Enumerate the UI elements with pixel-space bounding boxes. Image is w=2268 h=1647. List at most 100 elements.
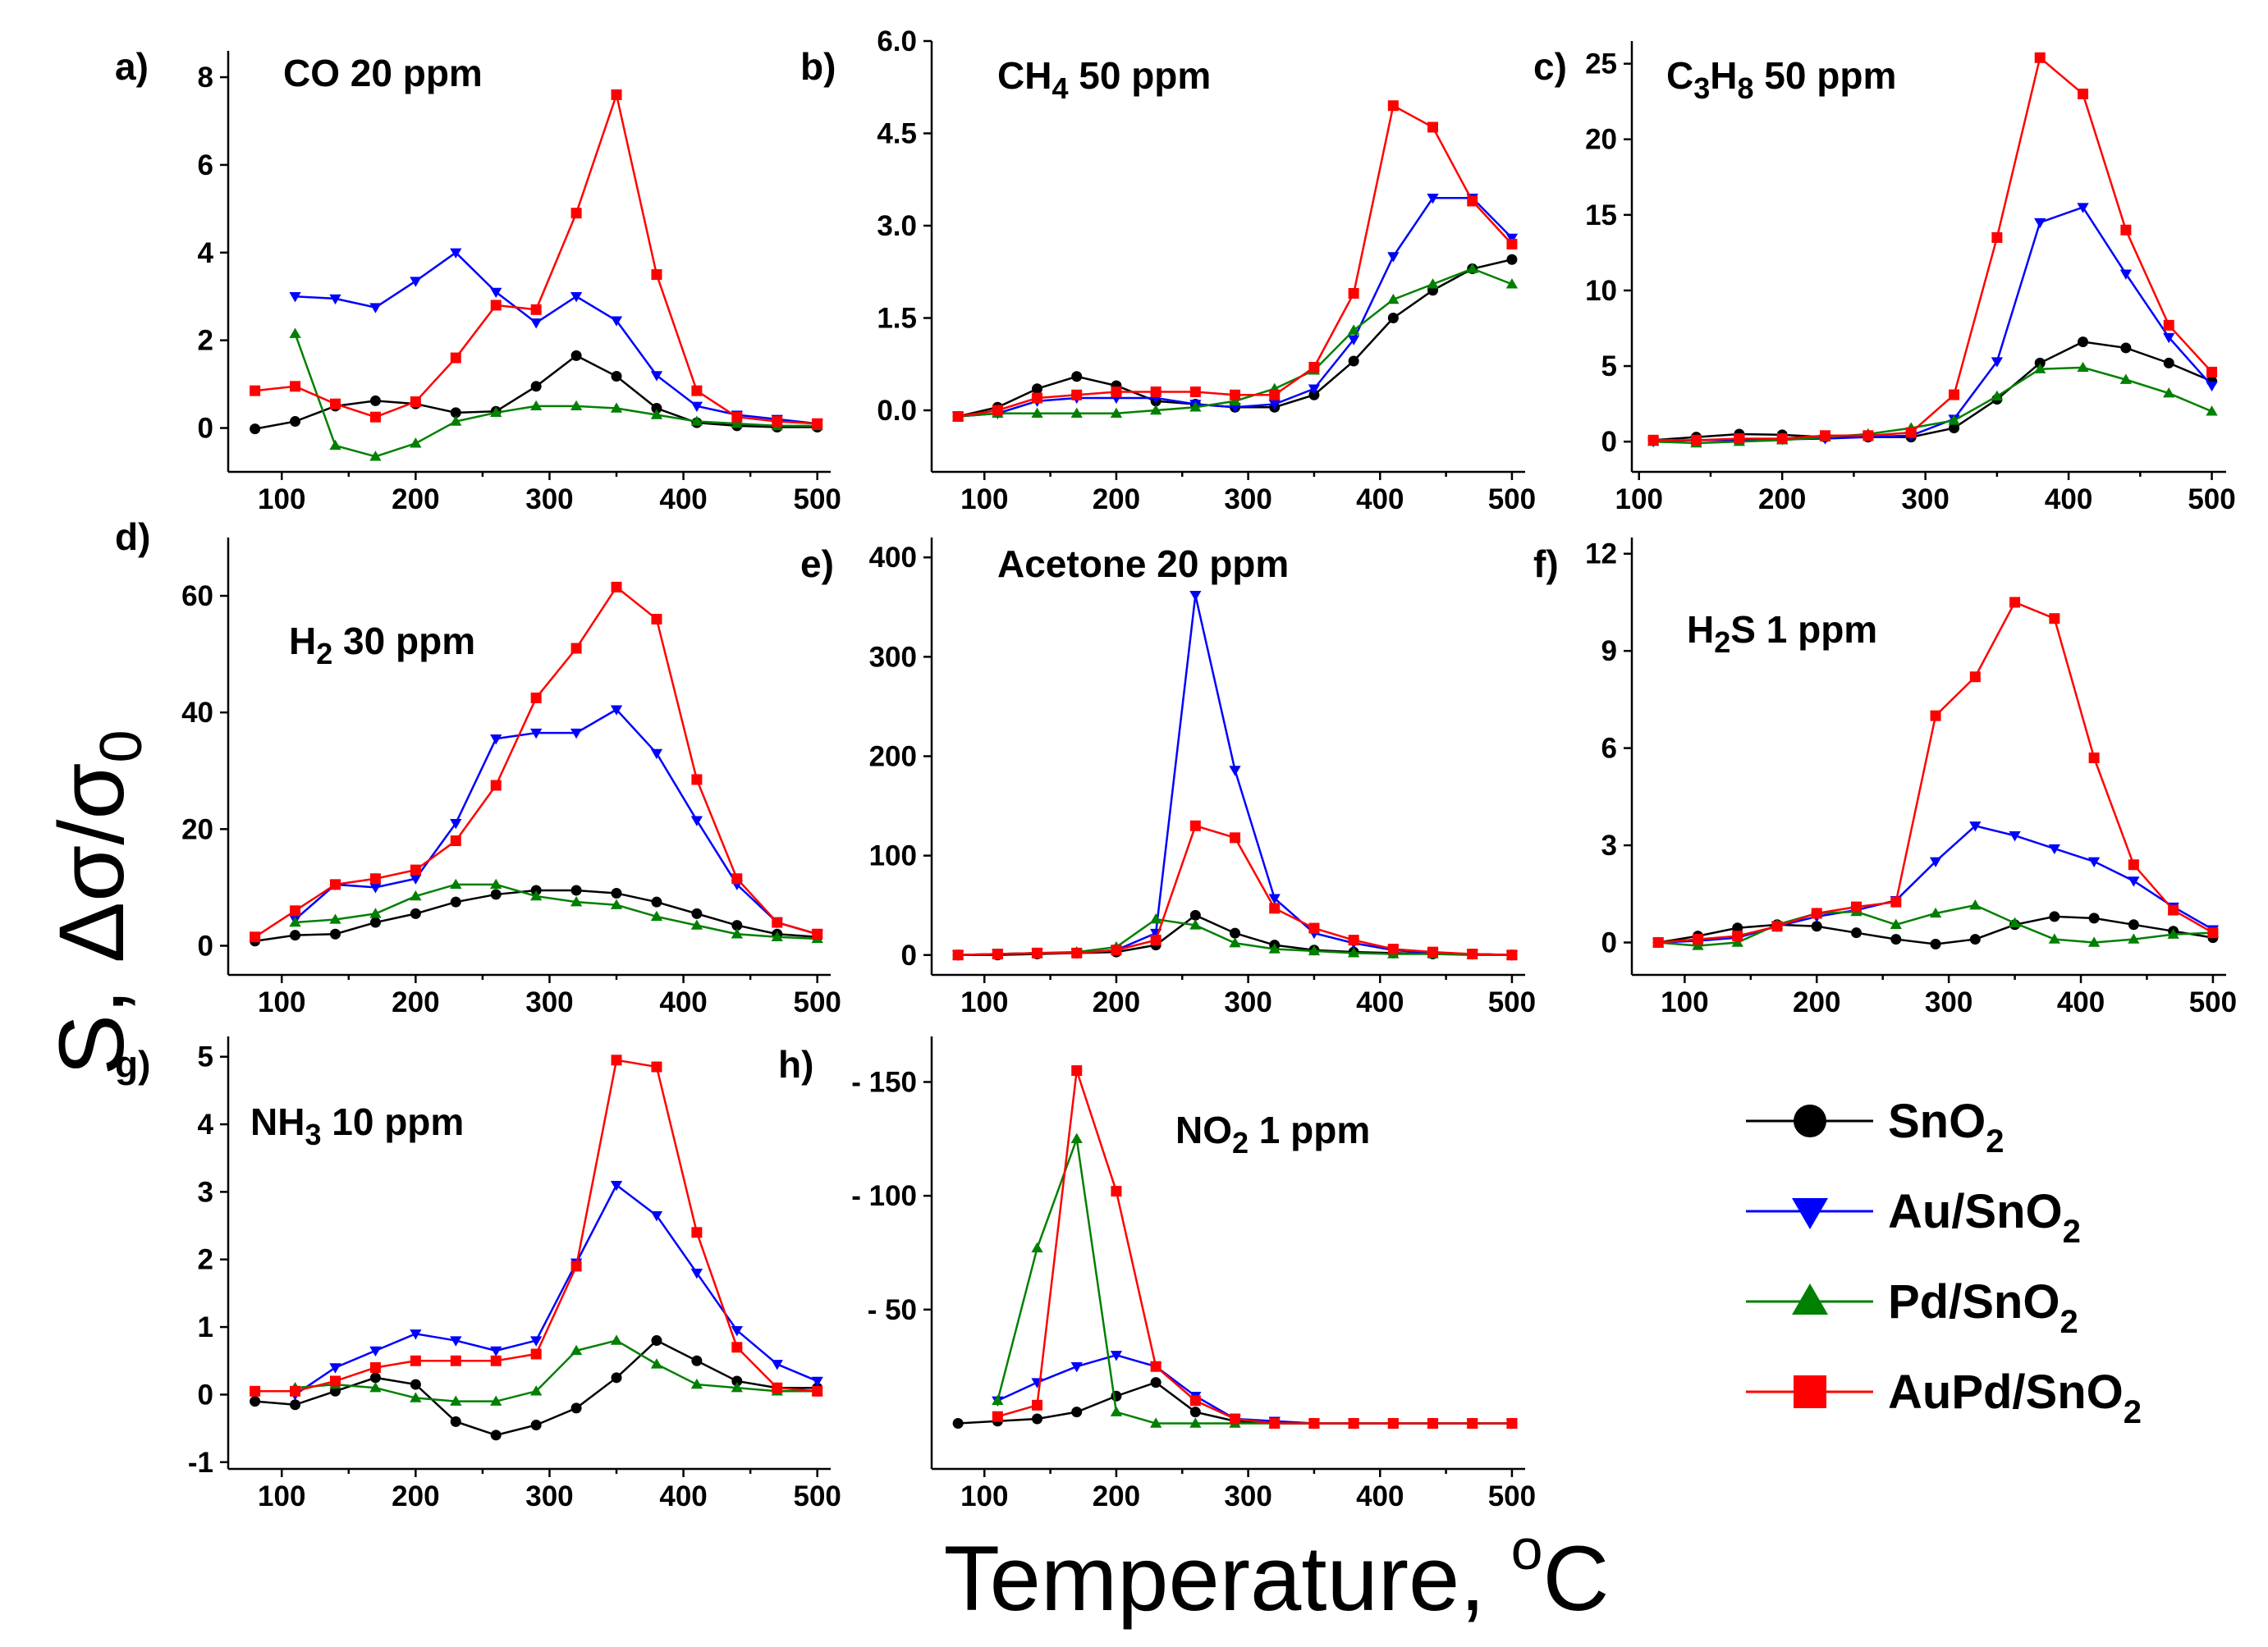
data-point — [1692, 934, 1703, 945]
data-point — [450, 407, 461, 419]
legend-item-pd-sno2: Pd/SnO2 — [1746, 1275, 2078, 1340]
data-point — [771, 931, 783, 942]
data-point — [1467, 1418, 1478, 1430]
data-point — [530, 728, 543, 739]
x-axis-label-degree: o — [1511, 1517, 1543, 1581]
data-point — [2206, 381, 2218, 392]
x-tick-label: 500 — [1488, 483, 1536, 515]
data-point — [570, 400, 583, 411]
panel-title: H2 30 ppm — [289, 620, 475, 670]
data-point — [490, 300, 502, 311]
data-point — [691, 385, 703, 396]
series-line — [1653, 206, 2213, 443]
data-point — [1308, 389, 1320, 400]
data-point — [450, 1355, 461, 1366]
series-line — [997, 1138, 1512, 1425]
series-aupd-sno2 — [952, 820, 1518, 961]
x-tick-label: 500 — [1488, 986, 1536, 1018]
data-point — [329, 913, 341, 924]
data-point — [1929, 857, 1942, 867]
legend-marker — [1792, 1198, 1828, 1229]
data-point — [731, 1375, 743, 1387]
data-point — [1150, 387, 1161, 397]
data-point — [490, 1346, 502, 1357]
data-point — [570, 350, 582, 361]
data-point — [1111, 387, 1122, 397]
data-point — [611, 89, 622, 100]
data-point — [1110, 1351, 1123, 1361]
data-point — [450, 1336, 462, 1347]
data-point — [690, 1378, 703, 1389]
data-point — [2120, 342, 2132, 354]
legend-marker — [1794, 1375, 1826, 1408]
data-point — [1031, 1242, 1043, 1253]
data-point — [490, 1355, 502, 1366]
data-point — [1070, 407, 1083, 418]
data-point — [1467, 949, 1478, 960]
data-point — [1969, 934, 1981, 945]
data-point — [2163, 319, 2174, 331]
y-tick-label: 60 — [181, 580, 213, 612]
y-tick-label: 4.5 — [877, 118, 917, 150]
data-point — [2077, 203, 2089, 213]
data-point — [952, 411, 964, 422]
data-point — [650, 910, 663, 922]
data-point — [1189, 1417, 1202, 1428]
data-point — [1189, 1407, 1201, 1418]
x-axis-label-text: Temperature, — [944, 1527, 1511, 1630]
data-point — [731, 928, 743, 939]
legend-label: AuPd/SnO2 — [1888, 1366, 2142, 1430]
x-tick-label: 300 — [1224, 986, 1271, 1018]
series-line — [1653, 55, 2213, 441]
x-tick-label: 200 — [1093, 986, 1140, 1018]
data-point — [1189, 820, 1201, 831]
data-point — [812, 418, 823, 429]
data-point — [450, 835, 461, 847]
panel-d: 100 200 300 400 500 0 20 40 60 d) H2 30 ppm — [115, 515, 841, 1018]
data-point — [2163, 332, 2175, 344]
data-point — [1347, 324, 1360, 335]
data-point — [410, 1379, 421, 1390]
data-point — [329, 1363, 341, 1374]
x-tick-label: 500 — [2189, 986, 2237, 1018]
data-point — [611, 888, 622, 899]
data-point — [1348, 1418, 1359, 1430]
y-tick-label: 1 — [198, 1311, 213, 1343]
data-point — [1150, 935, 1161, 946]
y-tick-label: 0.0 — [877, 395, 917, 427]
panel-b: 100 200 300 400 500 0.0 1.5 3.0 4.5 6.0 b) CH4 50 p… — [800, 25, 1536, 515]
data-point — [1863, 430, 1874, 441]
data-point — [1268, 943, 1281, 954]
legend-marker — [1792, 1283, 1828, 1315]
data-point — [2009, 597, 2021, 608]
data-point — [490, 878, 502, 890]
data-point — [2009, 917, 2021, 928]
data-point — [450, 248, 462, 258]
data-point — [250, 931, 261, 943]
y-tick-label: 400 — [869, 542, 917, 574]
series-line — [957, 103, 1513, 418]
data-point — [1229, 766, 1241, 776]
y-tick-label: 0 — [198, 1379, 213, 1411]
series-aupd-sno2 — [1652, 597, 2219, 949]
data-point — [2119, 269, 2133, 280]
x-tick-label: 100 — [1615, 483, 1663, 515]
panel-a: 100 200 300 400 500 0 2 4 6 8 a) CO 20 ppm — [115, 45, 841, 515]
data-point — [530, 304, 542, 315]
data-point — [691, 908, 703, 919]
data-point — [410, 437, 422, 448]
data-point — [2077, 361, 2089, 373]
data-point — [610, 705, 623, 716]
series-sno2 — [1647, 336, 2218, 446]
data-point — [2078, 336, 2089, 348]
data-point — [690, 919, 703, 930]
data-point — [1032, 1399, 1043, 1411]
data-point — [1505, 278, 1519, 289]
y-tick-label: 5 — [1601, 350, 1617, 382]
data-point — [490, 1430, 502, 1441]
panel-letter: g) — [115, 1043, 150, 1086]
series-line — [1653, 366, 2213, 445]
series-au-sno2 — [992, 1351, 1519, 1430]
data-point — [2128, 859, 2139, 871]
